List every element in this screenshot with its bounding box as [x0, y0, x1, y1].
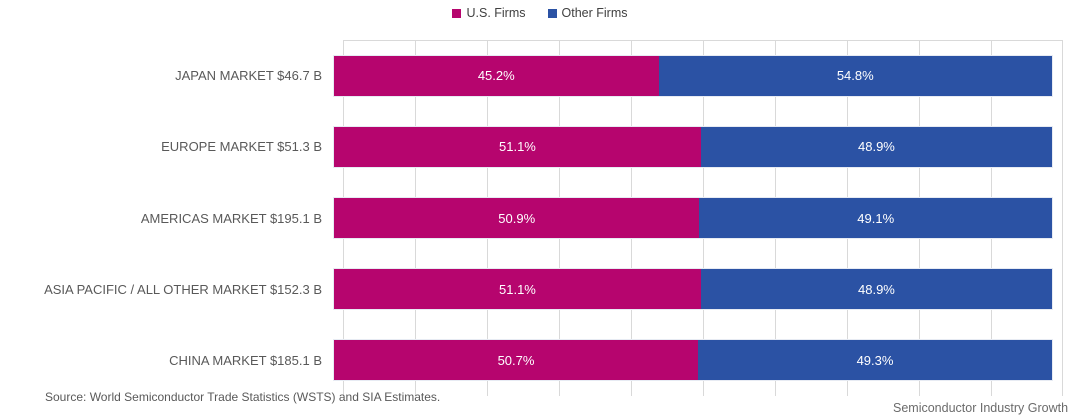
chart-rows: JAPAN MARKET $46.7 B 45.2% 54.8% EUROPE MAR…	[0, 40, 1063, 396]
bar-segment-other-firms: 49.1%	[699, 198, 1052, 238]
bar-value-label: 49.1%	[857, 210, 895, 226]
bar-segment-other-firms: 54.8%	[658, 55, 1052, 96]
category-label: CHINA MARKET $185.1 B	[169, 352, 322, 368]
chart-row: ASIA PACIFIC / ALL OTHER MARKET $152.3 B…	[0, 254, 1063, 325]
category-label: ASIA PACIFIC / ALL OTHER MARKET $152.3 B	[44, 281, 322, 297]
bar-value-label: 54.8%	[836, 68, 874, 84]
bar-value-label: 49.3%	[856, 352, 894, 368]
category-label: EUROPE MARKET $51.3 B	[161, 139, 322, 155]
bar-value-label: 48.9%	[858, 281, 895, 297]
legend-swatch-icon	[452, 8, 462, 18]
chart-row: EUROPE MARKET $51.3 B 51.1% 48.9%	[0, 111, 1063, 182]
stacked-bar: 50.7% 49.3%	[333, 339, 1053, 382]
bar-segment-other-firms: 49.3%	[698, 340, 1052, 381]
stacked-bar: 50.9% 49.1%	[333, 197, 1053, 239]
footer-right-clipped-text: Semiconductor Industry Growth	[893, 401, 1069, 415]
legend-item-other-firms: Other Firms	[547, 6, 628, 20]
legend-swatch-icon	[547, 8, 557, 18]
bar-segment-u-s-firms: 51.1%	[334, 269, 701, 310]
bar-value-label: 51.1%	[499, 139, 536, 155]
source-note: Source: World Semiconductor Trade Statis…	[45, 390, 441, 404]
chart-row: AMERICAS MARKET $195.1 B 50.9% 49.1%	[0, 182, 1063, 253]
legend-label: Other Firms	[561, 6, 628, 20]
bar-segment-u-s-firms: 50.7%	[334, 340, 699, 381]
bar-value-label: 50.9%	[498, 210, 536, 226]
bar-value-label: 45.2%	[477, 68, 515, 84]
legend-item-u-s-firms: U.S. Firms	[452, 6, 526, 20]
bar-value-label: 51.1%	[499, 281, 536, 297]
bar-value-label: 50.7%	[497, 352, 535, 368]
chart-row: JAPAN MARKET $46.7 B 45.2% 54.8%	[0, 40, 1063, 111]
stacked-bar: 45.2% 54.8%	[333, 54, 1053, 97]
bar-segment-u-s-firms: 45.2%	[334, 55, 659, 96]
stacked-bar: 51.1% 48.9%	[333, 125, 1053, 168]
category-label: JAPAN MARKET $46.7 B	[175, 68, 322, 84]
stacked-bar: 51.1% 48.9%	[333, 268, 1053, 311]
bar-value-label: 48.9%	[858, 139, 895, 155]
bar-segment-u-s-firms: 50.9%	[334, 198, 700, 238]
chart-row: CHINA MARKET $185.1 B 50.7% 49.3%	[0, 325, 1063, 396]
bar-segment-u-s-firms: 51.1%	[334, 126, 701, 167]
category-label: AMERICAS MARKET $195.1 B	[140, 210, 322, 226]
legend-label: U.S. Firms	[466, 6, 526, 20]
bar-segment-other-firms: 48.9%	[700, 269, 1052, 310]
chart-legend: U.S. Firms Other Firms	[0, 6, 1080, 20]
bar-segment-other-firms: 48.9%	[700, 126, 1052, 167]
